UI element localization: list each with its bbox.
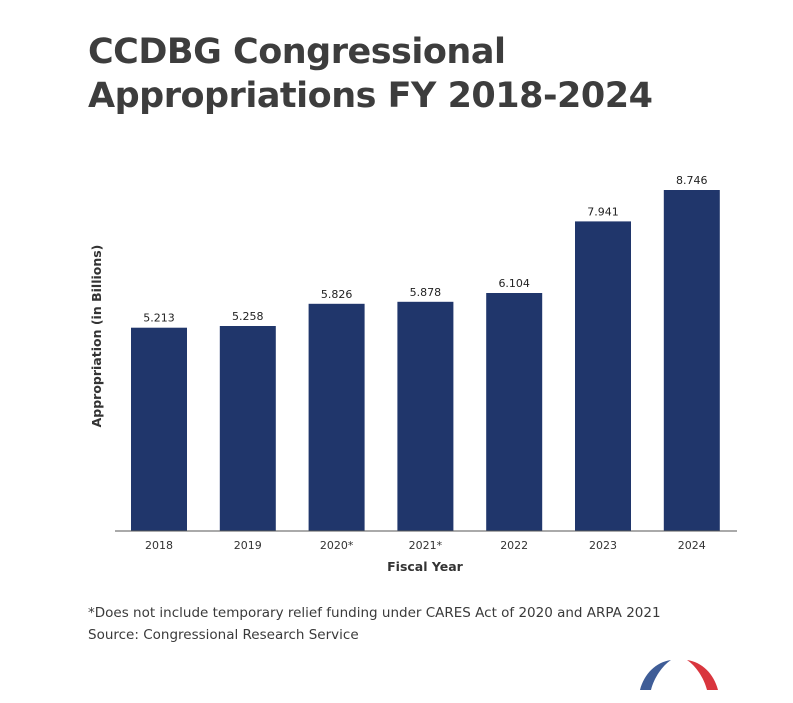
footnote-note: *Does not include temporary relief fundi… [88,605,661,621]
x-axis-title: Fiscal Year [387,559,464,574]
bar-2024 [663,190,720,531]
bar-chart: 5.213 5.258 5.826 5.878 6.104 7.941 8.746 2018… [89,174,737,574]
logo-left-arc [640,660,671,690]
bar-2021-star [397,301,454,531]
x-tick-label: 2023 [589,539,617,552]
x-tick-labels-group: 2018 2019 2020* 2021* 2022 2023 2024 [145,539,706,552]
bar-2019 [219,326,276,531]
x-tick-label: 2021* [409,539,443,552]
title-line-1: CCDBG Congressional [88,32,506,72]
footnote-source: Source: Congressional Research Service [88,627,359,643]
value-label: 5.258 [232,310,264,323]
x-tick-label: 2024 [678,539,706,552]
value-labels-group: 5.213 5.258 5.826 5.878 6.104 7.941 8.746 [143,174,707,325]
logo-arcs-icon [640,660,718,690]
bar-2022 [486,293,543,531]
value-label: 7.941 [587,205,619,218]
value-label: 5.826 [321,288,353,301]
bar-2018 [131,327,187,531]
logo-right-arc [687,660,718,690]
bar-2020-star [308,303,365,531]
value-label: 8.746 [676,174,708,187]
value-label: 5.878 [410,286,442,299]
bars-group [131,190,720,531]
chart-title: CCDBG Congressional Appropriations FY 20… [88,30,653,118]
title-line-2: Appropriations FY 2018-2024 [88,76,653,116]
x-tick-label: 2019 [234,539,262,552]
x-tick-label: 2022 [500,539,528,552]
bar-2023 [575,221,631,531]
y-axis-title: Appropriation (in Billions) [89,245,104,428]
x-tick-label: 2018 [145,539,173,552]
value-label: 5.213 [143,312,175,325]
footnote: *Does not include temporary relief fundi… [88,602,661,646]
value-label: 6.104 [498,277,530,290]
x-tick-label: 2020* [320,539,354,552]
